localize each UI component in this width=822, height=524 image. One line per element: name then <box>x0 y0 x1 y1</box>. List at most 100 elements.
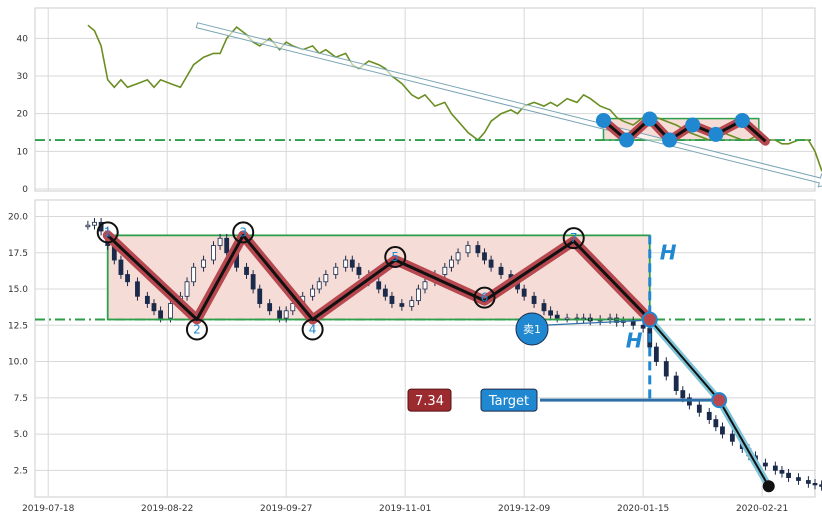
candle <box>465 245 471 254</box>
candle <box>415 288 421 302</box>
height-label-top: H <box>660 240 677 264</box>
candle <box>349 259 355 268</box>
pivot-label: 3 <box>239 225 247 239</box>
candle <box>135 281 140 297</box>
trend-arrow <box>195 22 822 188</box>
breakout-marker <box>641 311 658 328</box>
candle <box>125 274 130 283</box>
height-label-bottom: H <box>626 328 643 352</box>
top-pivot-marker <box>734 112 750 128</box>
candle <box>376 281 382 290</box>
candle <box>151 303 157 312</box>
pivot-label: 5 <box>391 250 399 264</box>
pivot-circle <box>384 246 407 269</box>
top-y-tick-label: 20 <box>17 110 29 120</box>
candle <box>531 295 537 304</box>
x-tick-label: 2020-02-21 <box>736 504 788 514</box>
sell-pointer <box>547 319 642 326</box>
candle <box>211 245 216 261</box>
sell-badge <box>515 312 549 346</box>
candle <box>786 472 791 478</box>
candle <box>488 259 494 268</box>
x-tick-label: 2019-12-09 <box>498 504 551 514</box>
candle <box>772 465 778 471</box>
candle <box>316 281 322 290</box>
candle <box>796 477 801 481</box>
candle <box>283 310 289 319</box>
candle <box>713 419 719 428</box>
candle <box>158 310 163 319</box>
zigzag <box>106 233 651 321</box>
candle <box>763 462 768 467</box>
candle <box>696 404 702 413</box>
candle <box>779 469 785 474</box>
pivot-circle <box>562 227 585 250</box>
candle <box>812 482 818 486</box>
candle <box>548 310 553 316</box>
candle <box>191 266 197 283</box>
top-y-tick-label: 10 <box>17 147 29 157</box>
candle <box>475 245 481 254</box>
candle <box>640 324 646 329</box>
sell-label: 卖1 <box>523 323 541 336</box>
x-tick-label: 2020-01-15 <box>617 504 669 514</box>
top-pivot-marker <box>619 132 635 148</box>
candle <box>343 259 349 268</box>
candle <box>449 259 454 268</box>
candle <box>144 295 150 304</box>
candle <box>673 375 679 391</box>
bottom-y-tick-label: 15.0 <box>8 285 28 295</box>
candle <box>653 346 659 362</box>
pivot-label: 2 <box>193 322 201 336</box>
candle <box>92 221 97 226</box>
candle <box>409 300 415 307</box>
candle <box>356 266 362 275</box>
bottom-y-tick-label: 20.0 <box>8 213 28 223</box>
candle <box>277 310 282 319</box>
candle <box>805 480 811 484</box>
candle <box>482 252 487 261</box>
candle <box>680 390 686 399</box>
candle <box>250 274 256 290</box>
candle <box>85 224 91 228</box>
top-pivot-marker <box>708 126 724 142</box>
bottom-y-tick-label: 7.5 <box>14 394 28 404</box>
bottom-y-tick-label: 2.5 <box>14 466 28 476</box>
candle <box>310 288 316 297</box>
candle <box>729 433 735 442</box>
target-value: 7.34 <box>415 394 444 409</box>
x-tick-label: 2019-11-01 <box>379 504 431 514</box>
bottom-y-tick-label: 5.0 <box>14 430 29 440</box>
top-y-tick-label: 30 <box>17 72 29 82</box>
candle <box>382 288 388 297</box>
end-dot <box>762 480 775 493</box>
candle <box>389 295 395 304</box>
bottom-y-tick-label: 17.5 <box>8 249 28 259</box>
price-line <box>87 24 822 173</box>
pivot-circle <box>473 286 496 309</box>
pivot-circle <box>185 318 208 341</box>
pivot-circle <box>96 221 119 244</box>
candle <box>521 288 527 297</box>
top-pivot-marker <box>685 117 701 133</box>
candle <box>217 237 223 246</box>
candle <box>184 281 190 297</box>
candle <box>267 303 273 312</box>
candle <box>201 259 206 268</box>
candle <box>333 266 339 275</box>
candle <box>244 266 249 275</box>
x-tick-label: 2019-09-27 <box>260 504 312 514</box>
candle <box>564 317 570 320</box>
bottom-y-tick-label: 12.5 <box>8 321 28 331</box>
candle <box>720 426 725 435</box>
candle <box>442 266 448 275</box>
candle <box>290 303 296 312</box>
top-panel: 0 10 20 30 40 <box>17 7 822 195</box>
candle <box>224 237 230 254</box>
candle <box>706 411 712 420</box>
top-y-tick-label: 0 <box>22 185 28 195</box>
candle <box>498 266 504 275</box>
candle <box>422 281 428 290</box>
pivot-circle <box>301 318 324 341</box>
